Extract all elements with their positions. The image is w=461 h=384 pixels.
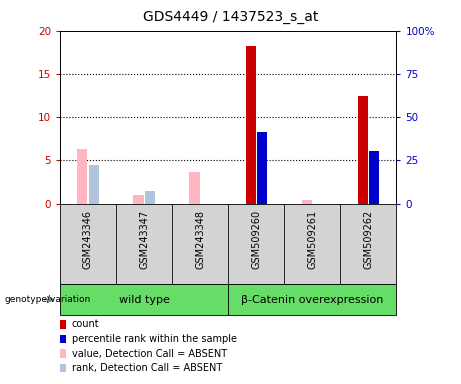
Text: GSM243347: GSM243347 — [139, 210, 149, 269]
Bar — [172, 204, 228, 284]
Bar — [301, 200, 312, 204]
Text: GSM509260: GSM509260 — [251, 210, 261, 269]
Bar — [133, 195, 143, 204]
Bar — [189, 172, 200, 204]
Text: GSM243346: GSM243346 — [83, 210, 93, 269]
Bar — [77, 149, 88, 204]
Bar — [116, 204, 172, 284]
Text: genotype/variation: genotype/variation — [5, 295, 91, 304]
Text: GSM509262: GSM509262 — [363, 210, 373, 269]
Bar — [89, 165, 99, 204]
Bar — [257, 132, 267, 204]
Bar — [340, 204, 396, 284]
Text: GSM509261: GSM509261 — [307, 210, 317, 269]
Text: value, Detection Call = ABSENT: value, Detection Call = ABSENT — [71, 349, 227, 359]
Bar — [228, 284, 396, 315]
Text: β-Catenin overexpression: β-Catenin overexpression — [241, 295, 384, 305]
Text: GSM243348: GSM243348 — [195, 210, 205, 269]
Text: count: count — [71, 319, 99, 329]
Bar — [228, 204, 284, 284]
Bar — [145, 190, 155, 204]
Text: GDS4449 / 1437523_s_at: GDS4449 / 1437523_s_at — [143, 10, 318, 23]
Text: percentile rank within the sample: percentile rank within the sample — [71, 334, 236, 344]
Bar — [60, 204, 116, 284]
Bar — [369, 151, 379, 204]
Text: rank, Detection Call = ABSENT: rank, Detection Call = ABSENT — [71, 363, 222, 373]
Bar — [246, 46, 256, 204]
Bar — [284, 204, 340, 284]
Bar — [358, 96, 368, 204]
Bar — [60, 284, 228, 315]
Text: wild type: wild type — [118, 295, 170, 305]
